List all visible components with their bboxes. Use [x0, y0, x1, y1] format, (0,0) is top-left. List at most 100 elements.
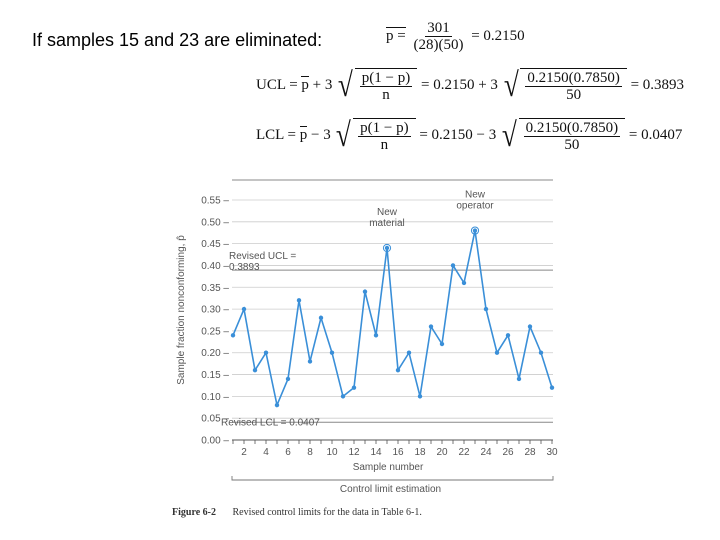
x-tick-label: 24 [480, 447, 492, 458]
pbar-result: = 0.2150 [471, 27, 525, 44]
data-point [252, 367, 258, 373]
x-tick-label: 22 [458, 447, 470, 458]
data-point [439, 341, 445, 347]
data-point [494, 350, 500, 355]
lcl-sqrt-den-2: 50 [564, 137, 580, 153]
data-point [230, 333, 236, 338]
data-point [373, 333, 379, 338]
lcl-op: − 3 [310, 126, 331, 143]
annotation-label: material [369, 218, 405, 229]
data-point [538, 350, 544, 355]
pbar-denominator: (28)(50) [413, 37, 464, 53]
data-point [527, 324, 533, 329]
ucl-result: = 0.3893 [630, 76, 685, 93]
ucl-sqrt: √ p(1 − p) n [336, 68, 418, 103]
data-point [296, 298, 302, 303]
y-tick-label: 0.40 – [201, 261, 229, 272]
x-tick-label: 2 [241, 447, 247, 458]
ucl-sqrt-den-2: 50 [566, 87, 582, 103]
control-limits: Revised UCL =0.3893 Revised LCL = 0.0407 [221, 251, 553, 429]
data-point [362, 289, 368, 294]
data-point [263, 350, 269, 355]
x-tick-label: 18 [414, 447, 426, 458]
lcl-formula: LCL = p − 3 √ p(1 − p) n = 0.2150 − 3 √ … [256, 118, 682, 153]
lcl-mid: = 0.2150 − 3 [419, 126, 497, 143]
intro-text: If samples 15 and 23 are eliminated: [32, 30, 323, 50]
data-point [285, 376, 291, 382]
chart-series [230, 226, 555, 408]
y-tick-label: 0.45 – [201, 239, 229, 250]
x-tick-label: 12 [348, 447, 360, 458]
x-axis-title: Sample number [353, 462, 424, 473]
y-tick-label: 0.50 – [201, 217, 229, 228]
ucl-formula: UCL = p + 3 √ p(1 − p) n = 0.2150 + 3 √ … [256, 68, 684, 103]
y-tick-label: 0.20 – [201, 348, 229, 359]
data-point [329, 350, 335, 355]
annotation-label: operator [456, 201, 494, 212]
annotation-label: New [377, 207, 398, 218]
lcl-result: = 0.0407 [628, 126, 683, 143]
y-tick-label: 0.15 – [201, 370, 229, 381]
x-tick-label: 16 [392, 447, 404, 458]
data-point [516, 376, 522, 382]
x-tick-label: 8 [307, 447, 313, 458]
ucl-sqrt-2: √ 0.2150(0.7850) 50 [502, 68, 627, 103]
highlight-ring [382, 243, 392, 253]
x-tick-label: 28 [524, 447, 536, 458]
pbar-lhs: p = [386, 26, 406, 44]
data-point [318, 315, 324, 321]
ucl-lhs: UCL = [256, 76, 298, 93]
lcl-label: Revised LCL = 0.0407 [221, 418, 320, 429]
data-point [505, 333, 511, 338]
estimation-bracket [231, 476, 554, 481]
figure-caption: Figure 6-2 Revised control limits for th… [172, 507, 422, 518]
data-point [417, 394, 423, 399]
x-tick-label: 6 [285, 447, 291, 458]
data-point [307, 359, 313, 364]
ucl-sqrt-den: n [382, 87, 390, 103]
ucl-op: + 3 [312, 76, 333, 93]
data-point [549, 385, 555, 390]
data-point [351, 385, 357, 390]
highlight-ring [470, 226, 480, 235]
ucl-mid: = 0.2150 + 3 [421, 76, 498, 93]
bracket-label: Control limit estimation [340, 484, 441, 495]
y-tick-label: 0.30 – [201, 305, 229, 316]
x-tick-label: 26 [502, 447, 514, 458]
x-tick-label: 30 [546, 447, 558, 458]
lcl-sqrt-num: p(1 − p) [358, 120, 411, 137]
data-point [274, 402, 280, 408]
pbar-numerator: 301 [425, 20, 452, 37]
data-point [395, 367, 401, 373]
ucl-value-label: 0.3893 [229, 262, 260, 273]
x-tick-label: 4 [263, 447, 269, 458]
y-tick-label: 0.35 – [201, 283, 229, 294]
data-point [483, 306, 489, 312]
data-point [450, 263, 456, 268]
figure-caption-text: Revised control limits for the data in T… [232, 507, 422, 518]
data-point [461, 280, 467, 286]
y-tick-label: 0.25 – [201, 326, 229, 337]
figure-number: Figure 6-2 [172, 507, 216, 518]
annotation-label: New [465, 190, 486, 201]
y-tick-label: 0.05 – [201, 414, 229, 425]
chart-grid [232, 179, 553, 441]
series-line [232, 230, 553, 408]
data-point [406, 350, 412, 355]
ucl-label: Revised UCL = [229, 251, 296, 262]
lcl-sqrt-den: n [380, 137, 389, 153]
y-tick-label: 0.10 – [201, 392, 229, 403]
lcl-pbar: p [299, 125, 308, 143]
data-point [241, 306, 247, 312]
data-point [384, 245, 390, 251]
y-axis-title: Sample fraction nonconforming, p̂ [175, 235, 187, 385]
x-tick-label: 20 [436, 447, 448, 458]
lcl-sqrt-num-2: 0.2150(0.7850) [523, 120, 621, 137]
pbar-fraction: 301 (28)(50) [411, 20, 465, 53]
y-tick-label: 0.55 – [201, 196, 229, 207]
ucl-sqrt-num-2: 0.2150(0.7850) [525, 70, 622, 87]
data-point [340, 394, 346, 399]
pbar-formula: p = 301 (28)(50) = 0.2150 [386, 20, 525, 53]
